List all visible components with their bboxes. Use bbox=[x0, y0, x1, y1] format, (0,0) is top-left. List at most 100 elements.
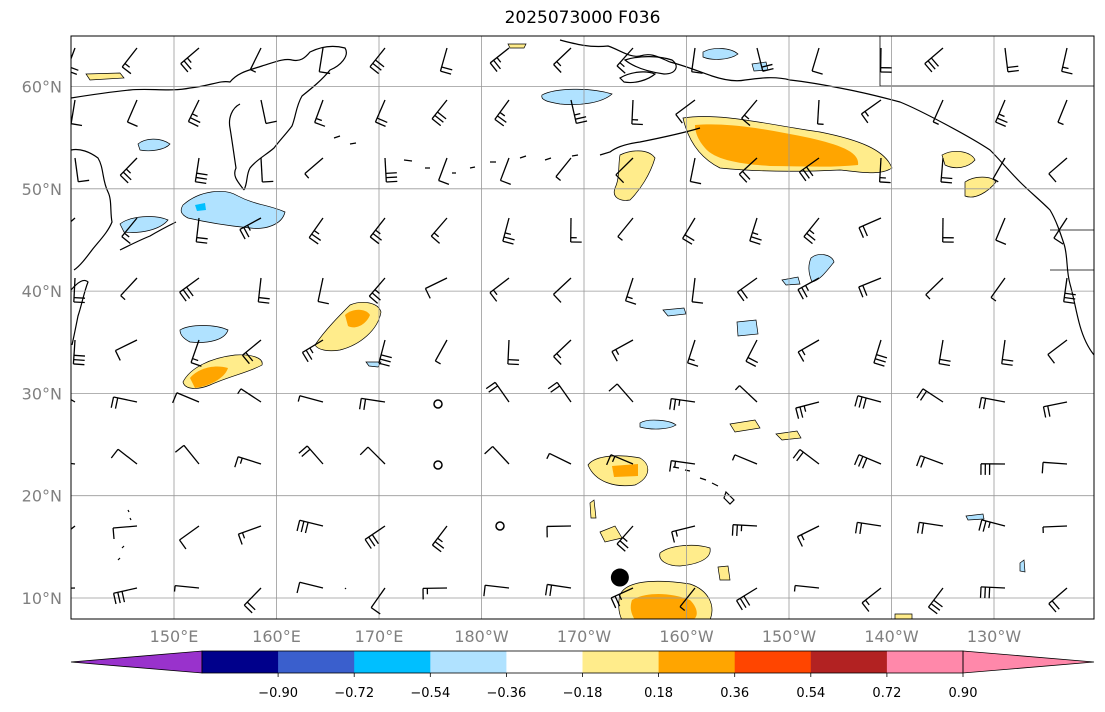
calm-wind-marker bbox=[495, 521, 505, 531]
wind-barb bbox=[308, 217, 324, 245]
wind-barb bbox=[924, 47, 944, 73]
wind-barb bbox=[669, 460, 696, 472]
wind-barb bbox=[942, 217, 954, 243]
longitude-tick-label: 180°W bbox=[454, 627, 509, 646]
wind-barb bbox=[180, 47, 200, 73]
wind-barb bbox=[796, 525, 820, 547]
shaded-region bbox=[941, 151, 976, 169]
wind-barb bbox=[296, 581, 324, 594]
wind-barb bbox=[745, 339, 759, 367]
wind-barb bbox=[502, 217, 515, 245]
wind-barb bbox=[71, 47, 79, 75]
coastline bbox=[559, 39, 1065, 245]
wind-barb bbox=[239, 217, 262, 240]
colorbar-tick-label: −0.18 bbox=[563, 686, 603, 701]
wind-barb bbox=[114, 339, 138, 361]
wind-barb bbox=[187, 99, 201, 127]
wind-barb bbox=[878, 157, 891, 184]
wind-barb bbox=[369, 47, 386, 75]
wind-barb bbox=[121, 47, 138, 75]
wind-barb bbox=[608, 383, 634, 403]
wind-barb bbox=[916, 388, 944, 403]
shaded-region bbox=[717, 565, 731, 581]
wind-barb bbox=[438, 157, 450, 185]
wind-barb bbox=[257, 277, 270, 304]
wind-barb bbox=[74, 157, 90, 183]
wind-barb bbox=[237, 388, 262, 403]
wind-barb bbox=[671, 525, 696, 543]
wind-barb bbox=[811, 47, 823, 75]
wind-barb bbox=[121, 217, 138, 245]
wind-barb bbox=[858, 217, 882, 238]
shaded-region bbox=[137, 138, 171, 152]
shaded-region bbox=[541, 88, 613, 105]
wind-barb bbox=[430, 217, 448, 244]
wind-barb bbox=[731, 454, 758, 465]
wind-barb bbox=[119, 157, 138, 184]
longitude-tick-label: 170°E bbox=[355, 627, 404, 646]
longitude-tick-label: 130°W bbox=[967, 627, 1022, 646]
wind-barb bbox=[368, 277, 386, 304]
wind-barb bbox=[879, 47, 892, 73]
shaded-region bbox=[775, 430, 802, 441]
shaded-region bbox=[965, 513, 985, 521]
wind-barb bbox=[489, 277, 510, 302]
wind-barb bbox=[916, 455, 944, 468]
colorbar-tick-label: 0.18 bbox=[644, 686, 673, 701]
map-plot-area bbox=[71, 36, 1094, 619]
wind-barb bbox=[816, 99, 824, 125]
wind-barb bbox=[499, 157, 511, 185]
wind-barb bbox=[682, 217, 696, 245]
wind-barb bbox=[741, 99, 758, 126]
wind-barb bbox=[195, 217, 208, 244]
colorbar-tick-label: 0.72 bbox=[872, 686, 901, 701]
shaded-region bbox=[589, 499, 597, 519]
shaded-region bbox=[365, 361, 382, 368]
calm-wind-markers bbox=[433, 399, 505, 531]
wind-barb bbox=[1057, 99, 1068, 126]
wind-barb bbox=[797, 277, 820, 300]
shaded-anomaly-regions bbox=[85, 43, 1026, 619]
wind-barb bbox=[483, 584, 510, 597]
gridlines bbox=[71, 36, 1094, 619]
wind-barb bbox=[173, 584, 200, 592]
wind-barb bbox=[553, 339, 572, 365]
calm-wind-marker bbox=[433, 460, 443, 470]
wind-barb bbox=[689, 157, 702, 185]
plot-frame bbox=[70, 35, 1095, 620]
wind-barb bbox=[861, 587, 882, 612]
calm-wind-marker bbox=[433, 399, 443, 409]
wind-barb bbox=[792, 448, 820, 465]
wind-barb bbox=[553, 47, 572, 73]
shaded-region bbox=[190, 366, 228, 388]
wind-barb bbox=[71, 525, 76, 530]
wind-barb bbox=[1048, 587, 1068, 613]
longitude-tick-label: 150°W bbox=[762, 627, 817, 646]
wind-barb bbox=[795, 401, 820, 419]
wind-barb bbox=[927, 587, 944, 615]
wind-barb bbox=[1048, 157, 1068, 183]
wind-barb bbox=[434, 339, 448, 365]
shaded-region bbox=[612, 464, 638, 477]
wind-barb bbox=[691, 277, 704, 304]
wind-barb bbox=[358, 397, 386, 410]
wind-barb bbox=[978, 396, 1006, 410]
wind-barb bbox=[71, 217, 76, 223]
wind-barb bbox=[489, 47, 510, 72]
colorbar-tick-label: 0.54 bbox=[796, 686, 825, 701]
shaded-region bbox=[736, 319, 759, 337]
wind-barb bbox=[317, 277, 329, 305]
wind-barb bbox=[995, 99, 1008, 127]
wind-barb bbox=[172, 392, 200, 404]
wind-barb bbox=[422, 587, 448, 600]
wind-barb bbox=[260, 99, 277, 125]
shaded-region bbox=[345, 309, 370, 328]
shaded-region bbox=[808, 254, 835, 283]
wind-barb bbox=[439, 47, 453, 75]
coastline bbox=[672, 466, 735, 505]
wind-barb bbox=[237, 525, 262, 545]
shaded-region bbox=[662, 307, 687, 317]
latitude-tick-label: 20°N bbox=[22, 487, 62, 506]
wind-barb bbox=[301, 339, 324, 363]
wind-barb bbox=[178, 525, 200, 550]
